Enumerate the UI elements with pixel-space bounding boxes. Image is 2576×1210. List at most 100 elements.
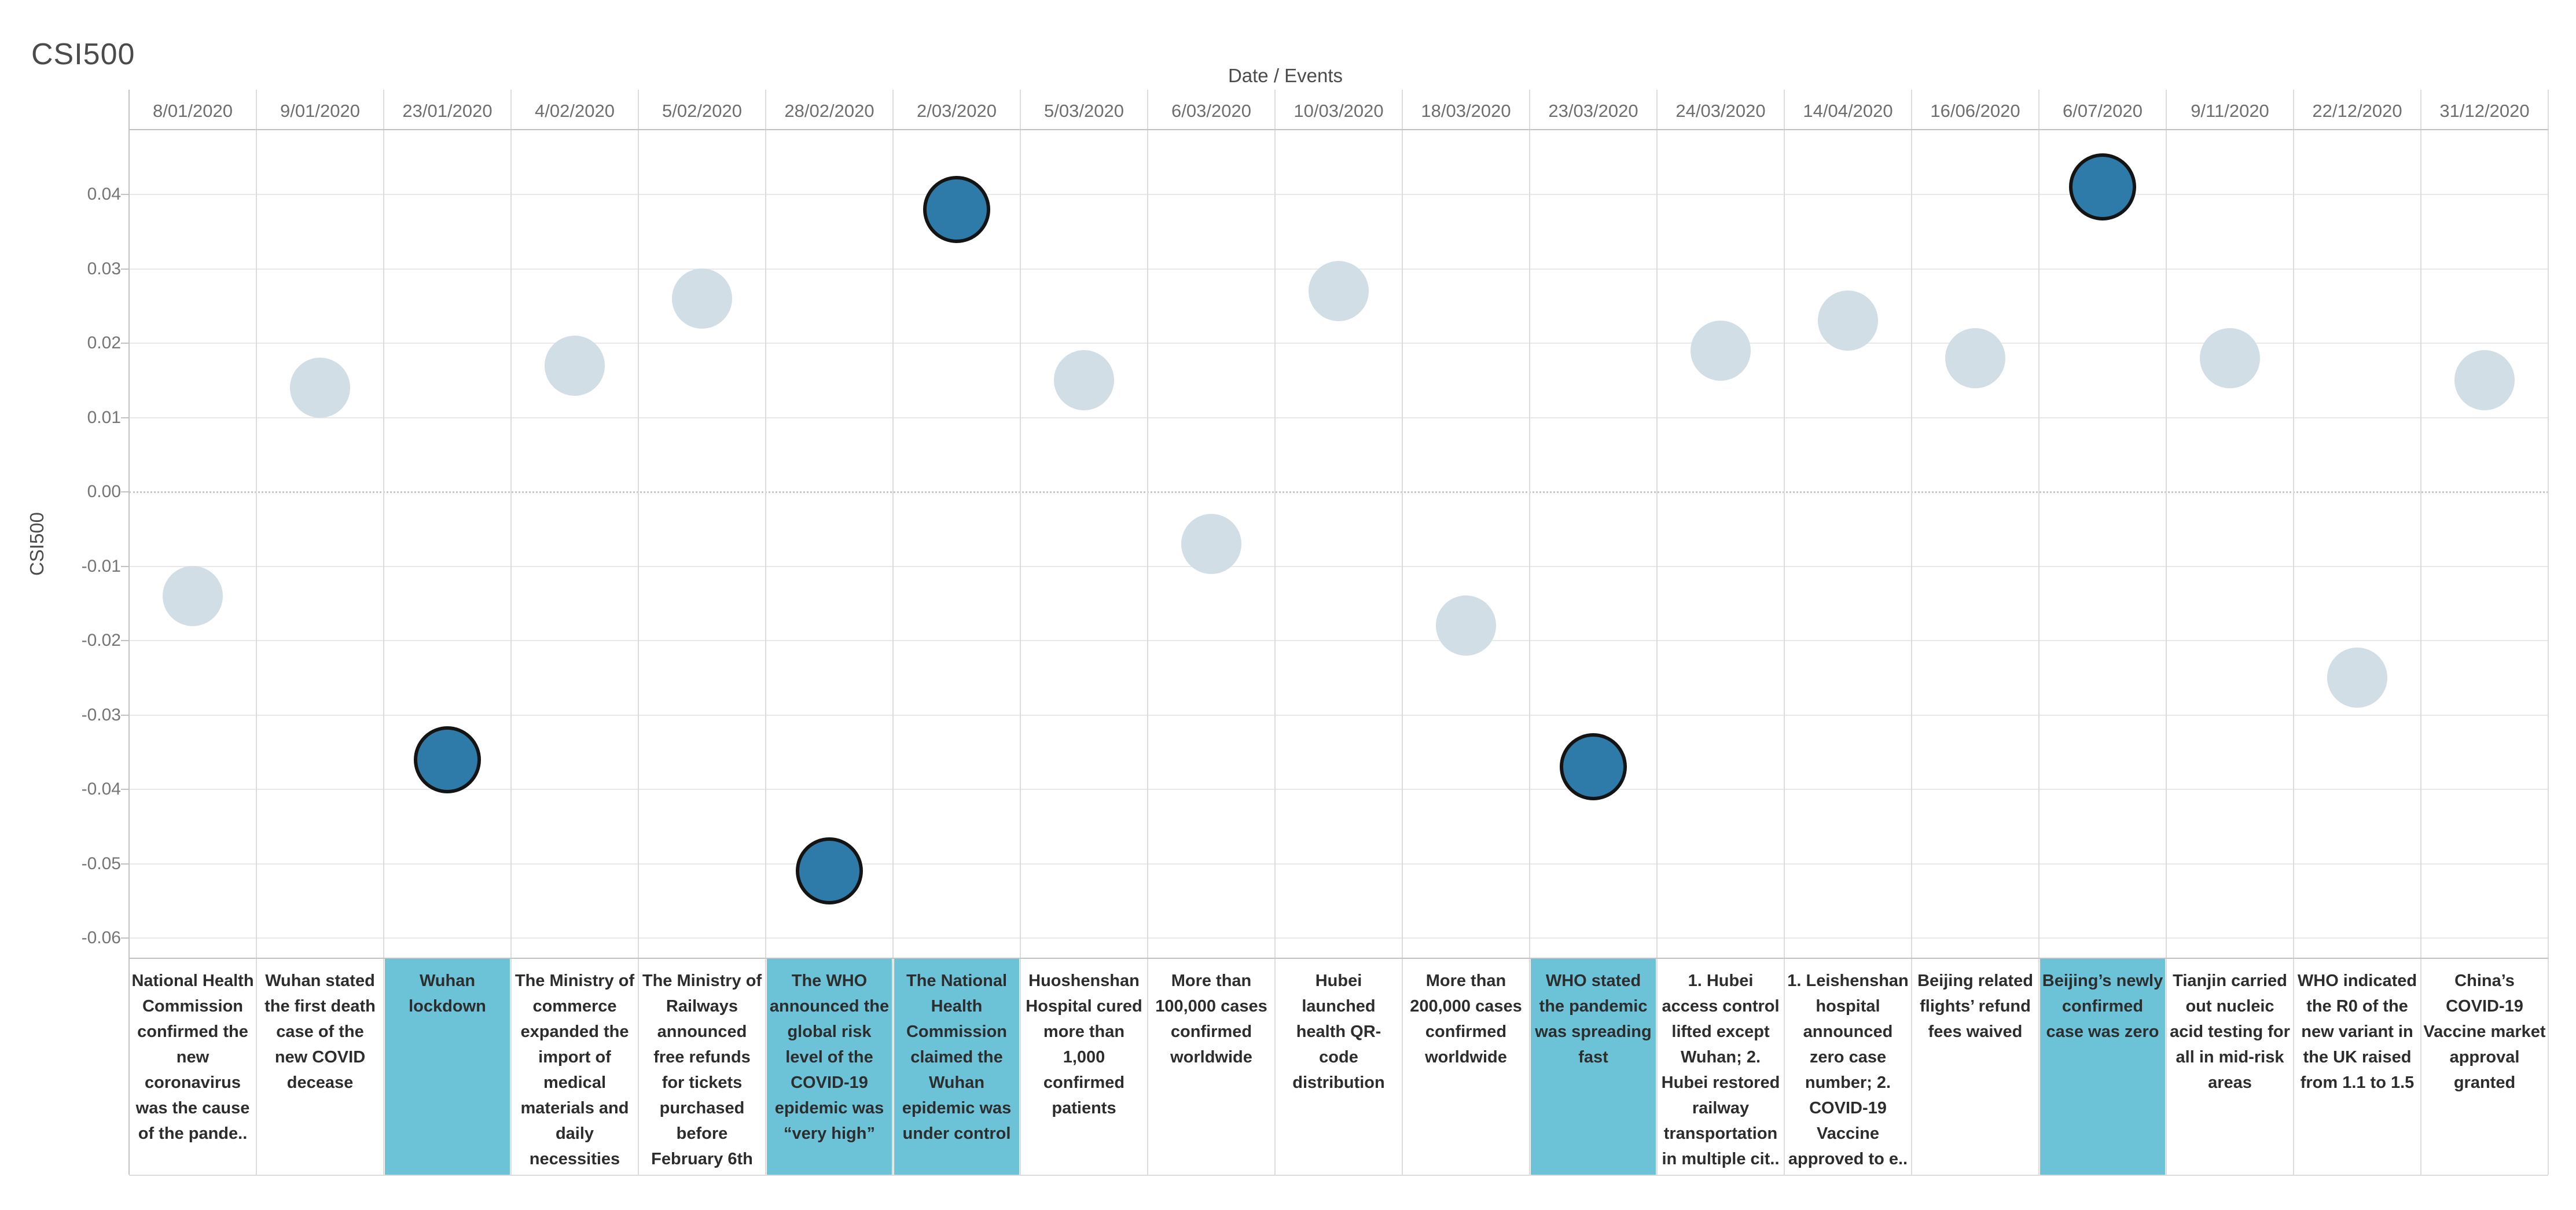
column-header-date[interactable]: 8/01/2020 (153, 101, 233, 121)
data-point-dot[interactable] (290, 358, 350, 418)
event-cell[interactable]: 1. Hubei access control lifted except Wu… (1661, 972, 1780, 1168)
event-cell[interactable]: More than 200,000 cases confirmed worldw… (1410, 972, 1522, 1066)
column-header-date[interactable]: 28/02/2020 (784, 101, 874, 121)
column-separator (638, 90, 639, 1175)
gridline (129, 343, 2548, 344)
y-tick-mark (121, 491, 129, 492)
data-point-dot[interactable] (2327, 648, 2387, 708)
y-tick-mark (121, 714, 129, 716)
y-tick-label: 0.03 (87, 259, 121, 278)
data-point-dot[interactable] (2200, 328, 2260, 388)
event-cell[interactable]: Beijing’s newly confirmed case was zero (2040, 959, 2165, 1175)
column-separator (510, 90, 512, 1175)
event-cell[interactable]: Hubei launched health QR-code distributi… (1292, 972, 1385, 1092)
data-point-dot[interactable] (2454, 350, 2515, 411)
y-tick-label: 0.01 (87, 407, 121, 427)
column-header-date[interactable]: 23/01/2020 (402, 101, 493, 121)
gridline (129, 937, 2548, 939)
event-cell[interactable]: Beijing related flights’ refund fees wai… (1917, 972, 2033, 1041)
y-tick-mark (121, 789, 129, 790)
data-point-dot-highlighted[interactable] (414, 726, 481, 793)
column-separator (1020, 90, 1021, 1175)
column-separator (2548, 90, 2549, 1175)
column-separator (2166, 90, 2167, 1175)
column-header-date[interactable]: 2/03/2020 (917, 101, 997, 121)
data-point-dot-highlighted[interactable] (2069, 153, 2136, 221)
data-point-dot[interactable] (672, 268, 732, 329)
column-header-date[interactable]: 31/12/2020 (2439, 101, 2530, 121)
gridline (129, 194, 2548, 195)
column-separator (1911, 90, 1912, 1175)
y-tick-label: 0.04 (87, 185, 121, 204)
column-separator (892, 90, 894, 1175)
event-cell[interactable]: More than 100,000 cases confirmed worldw… (1155, 972, 1267, 1066)
x-axis-title: Date / Events (1228, 65, 1343, 86)
column-header-date[interactable]: 14/04/2020 (1803, 101, 1893, 121)
gridline (129, 565, 2548, 567)
data-point-dot[interactable] (545, 335, 605, 396)
column-separator (2420, 90, 2421, 1175)
column-header-date[interactable]: 10/03/2020 (1293, 101, 1384, 121)
y-tick-mark (121, 268, 129, 270)
column-header-date[interactable]: 9/01/2020 (280, 101, 360, 121)
column-header-date[interactable]: 6/03/2020 (1171, 101, 1251, 121)
event-cell[interactable]: The National Health Commission claimed t… (894, 959, 1019, 1175)
y-tick-label: -0.03 (81, 705, 121, 724)
header-bottom-border (129, 129, 2548, 130)
data-point-dot[interactable] (1054, 350, 1114, 411)
y-axis-title: CSI500 (26, 512, 47, 576)
event-cell[interactable]: Huoshenshan Hospital cured more than 1,0… (1026, 972, 1142, 1117)
table-bottom-border (129, 1175, 2548, 1176)
column-header-date[interactable]: 4/02/2020 (535, 101, 615, 121)
column-header-date[interactable]: 24/03/2020 (1675, 101, 1766, 121)
data-point-dot[interactable] (1691, 320, 1751, 381)
column-header-date[interactable]: 18/03/2020 (1421, 101, 1511, 121)
column-separator (128, 90, 130, 1175)
column-header-date[interactable]: 22/12/2020 (2312, 101, 2402, 121)
gridline (129, 863, 2548, 865)
event-cell[interactable]: WHO stated the pandemic was spreading fa… (1531, 959, 1656, 1175)
column-header-date[interactable]: 16/06/2020 (1930, 101, 2020, 121)
data-point-dot[interactable] (163, 565, 223, 626)
event-cell[interactable]: 1. Leishenshan hospital announced zero c… (1787, 972, 1909, 1168)
page-title: CSI500 (31, 38, 135, 71)
data-point-dot[interactable] (1181, 513, 1241, 574)
y-tick-mark (121, 863, 129, 865)
column-separator (2293, 90, 2294, 1175)
y-tick-label: -0.04 (81, 779, 121, 799)
y-tick-label: 0.02 (87, 333, 121, 352)
event-cell[interactable]: Wuhan lockdown (385, 959, 510, 1175)
data-point-dot[interactable] (1309, 261, 1369, 322)
event-cell[interactable]: The WHO announced the global risk level … (767, 959, 892, 1175)
y-tick-mark (121, 640, 129, 641)
gridline (129, 640, 2548, 641)
event-cell[interactable]: WHO indicated the R0 of the new variant … (2297, 972, 2417, 1092)
data-point-dot[interactable] (1436, 595, 1496, 656)
event-cell[interactable]: The Ministry of commerce expanded the im… (515, 972, 635, 1168)
gridline (129, 417, 2548, 418)
column-separator (1656, 90, 1658, 1175)
column-separator (2038, 90, 2040, 1175)
column-separator (1274, 90, 1276, 1175)
column-header-date[interactable]: 6/07/2020 (2063, 101, 2143, 121)
event-cell[interactable]: Tianjin carried out nucleic acid testing… (2170, 972, 2290, 1092)
event-cell[interactable]: Wuhan stated the first death case of the… (264, 972, 376, 1092)
gridline (129, 789, 2548, 790)
column-header-date[interactable]: 23/03/2020 (1548, 101, 1638, 121)
event-cell[interactable]: China’s COVID-19 Vaccine market approval… (2423, 972, 2546, 1092)
y-tick-mark (121, 565, 129, 567)
column-separator (1147, 90, 1148, 1175)
data-point-dot-highlighted[interactable] (796, 837, 863, 905)
y-tick-label: -0.06 (81, 928, 121, 947)
data-point-dot-highlighted[interactable] (1560, 733, 1627, 801)
y-tick-label: -0.05 (81, 854, 121, 873)
column-separator (1402, 90, 1403, 1175)
column-header-date[interactable]: 5/03/2020 (1044, 101, 1124, 121)
data-point-dot-highlighted[interactable] (923, 175, 990, 243)
column-header-date[interactable]: 5/02/2020 (662, 101, 742, 121)
data-point-dot[interactable] (1945, 328, 2005, 388)
event-cell[interactable]: The Ministry of Railways announced free … (642, 972, 762, 1168)
column-header-date[interactable]: 9/11/2020 (2191, 101, 2269, 121)
event-cell[interactable]: National Health Commission confirmed the… (131, 972, 254, 1143)
data-point-dot[interactable] (1818, 290, 1878, 351)
